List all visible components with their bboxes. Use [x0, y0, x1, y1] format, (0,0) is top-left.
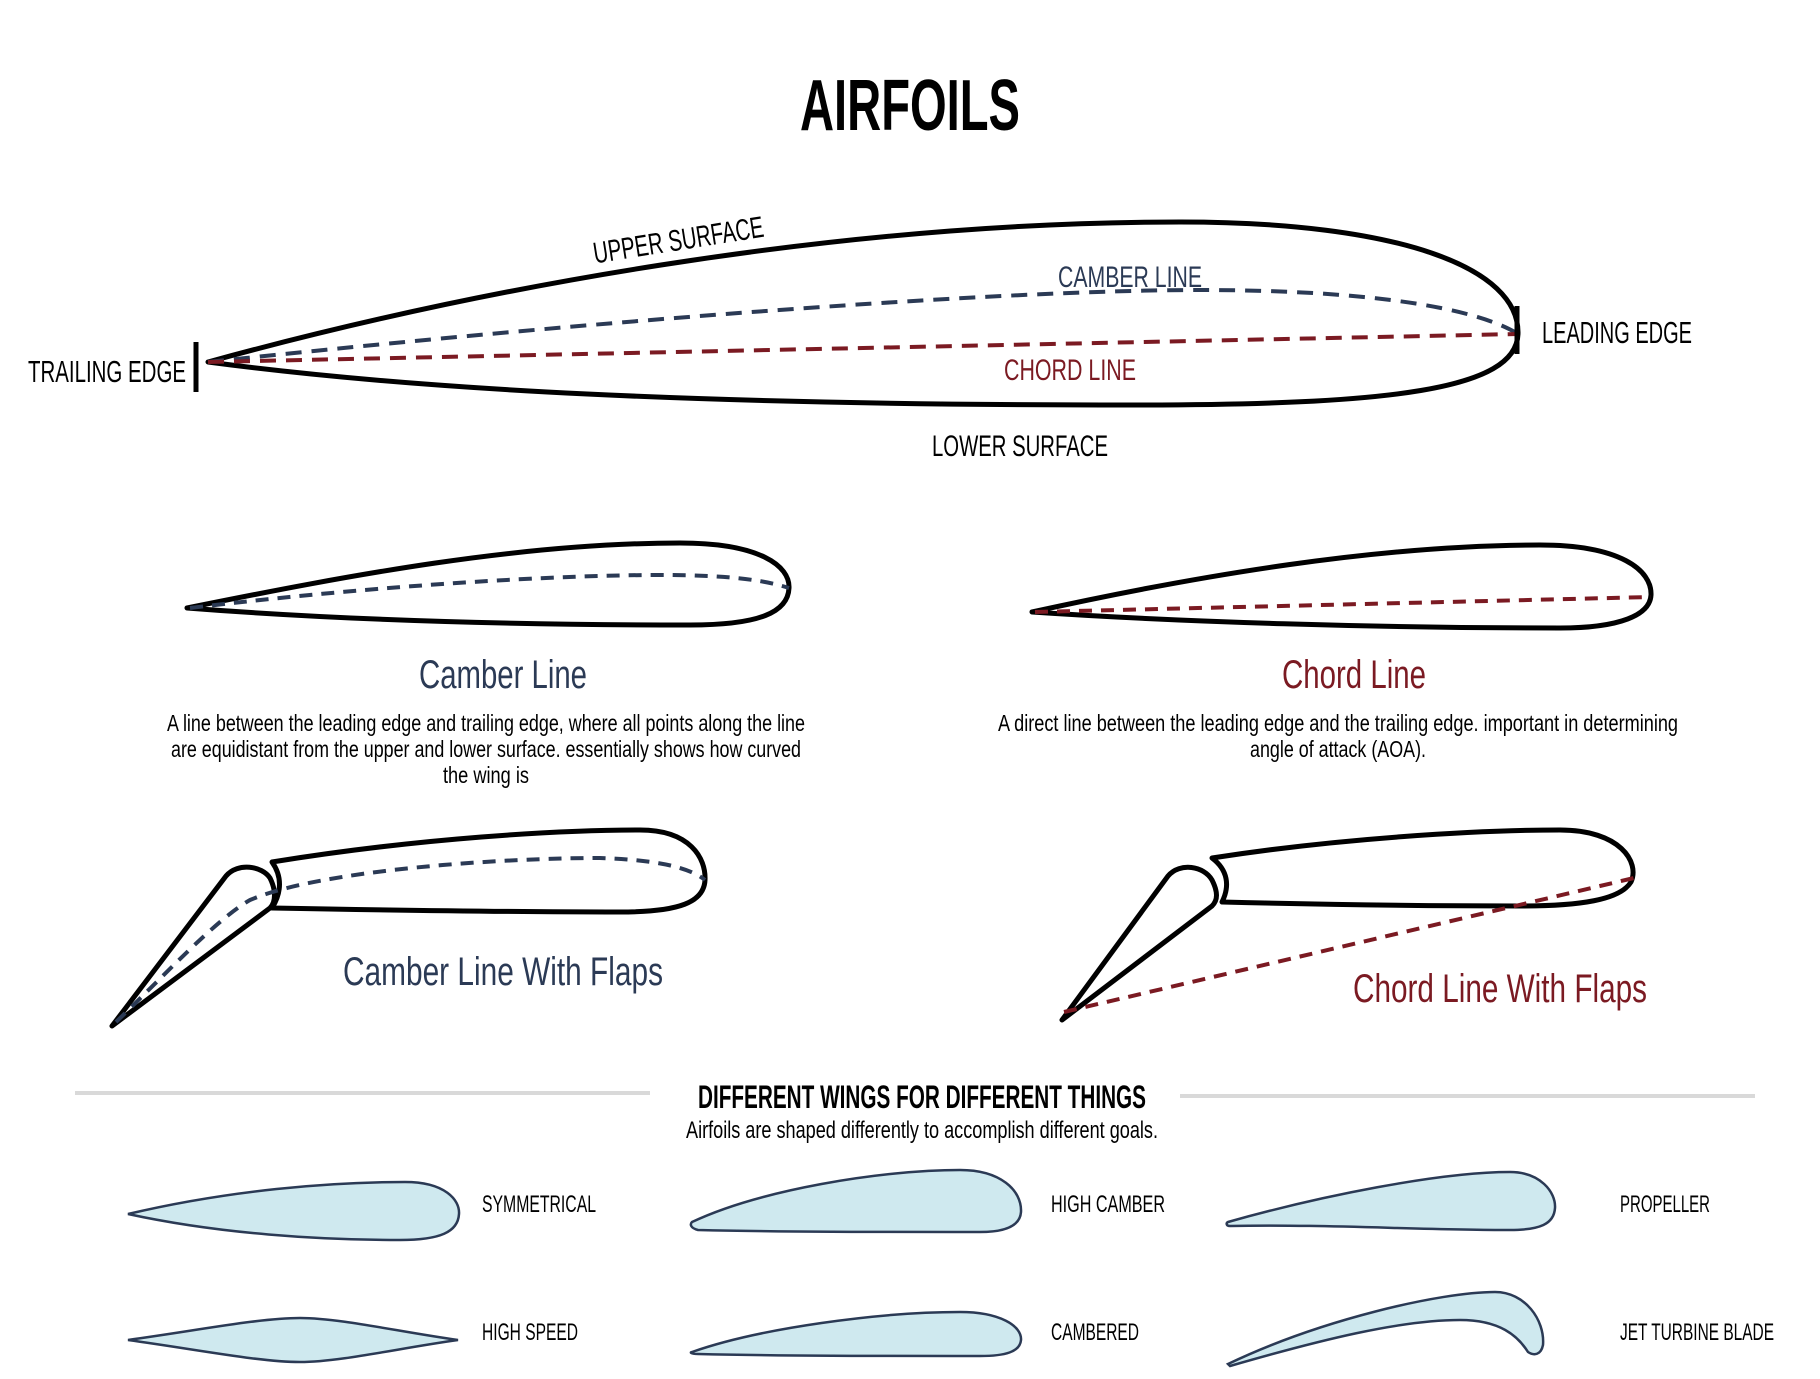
camber-panel-desc-1: A line between the leading edge and trai… [167, 710, 805, 736]
trailing-edge-label: TRAILING EDGE [28, 354, 186, 389]
high-camber-airfoil-icon [689, 1168, 1023, 1234]
camber-flaps-title: Camber Line With Flaps [343, 950, 663, 994]
camber-flaps-dashed-line [114, 855, 707, 1024]
chord-panel-title: Chord Line [1282, 653, 1426, 697]
camber-line-label: CAMBER LINE [1058, 261, 1202, 294]
wing-type-label-jet-turbine-blade: JET TURBINE BLADE [1620, 1319, 1774, 1346]
leading-edge-label: LEADING EDGE [1542, 315, 1692, 350]
chord-flaps-main-wing [1209, 827, 1636, 909]
cambered-airfoil-icon [689, 1310, 1023, 1358]
page-title: AIRFOILS [800, 66, 1020, 146]
wing-type-label-cambered: CAMBERED [1051, 1319, 1139, 1346]
camber-panel-airfoil [184, 540, 792, 628]
camber-flaps-main-wing [269, 827, 708, 915]
wing-type-label-high-speed: HIGH SPEED [482, 1319, 578, 1346]
main-chord-line [207, 332, 1519, 364]
chord-line-panel: Chord Line A direct line between the lea… [998, 542, 1678, 762]
chord-flaps-flap [1059, 864, 1219, 1023]
wing-type-label-symmetrical: SYMMETRICAL [482, 1191, 596, 1218]
chord-panel-desc-2: angle of attack (AOA). [1250, 736, 1426, 762]
chord-panel-dashed-line [1034, 595, 1652, 614]
chord-panel-desc-1: A direct line between the leading edge a… [998, 710, 1678, 736]
chord-flaps-title: Chord Line With Flaps [1353, 967, 1647, 1011]
main-airfoil-outline [205, 219, 1521, 408]
chord-panel-airfoil [1029, 542, 1654, 631]
camber-flaps-flap [109, 864, 277, 1029]
main-camber-line [207, 287, 1520, 364]
jet-turbine-blade-icon [1225, 1290, 1545, 1368]
chord-flaps-panel: Chord Line With Flaps [1059, 827, 1647, 1023]
chord-flaps-dashed-line [1063, 876, 1635, 1014]
camber-panel-desc-2: are equidistant from the upper and lower… [171, 736, 801, 762]
section-heading: DIFFERENT WINGS FOR DIFFERENT THINGS [698, 1079, 1146, 1115]
chord-line-label: CHORD LINE [1004, 354, 1136, 387]
camber-panel-dashed-line [189, 572, 790, 610]
propeller-airfoil-icon [1225, 1170, 1557, 1232]
wing-type-label-high-camber: HIGH CAMBER [1051, 1191, 1165, 1218]
main-airfoil-diagram: UPPER SURFACE CAMBER LINE CHORD LINE LOW… [28, 211, 1692, 463]
camber-line-panel: Camber Line A line between the leading e… [167, 540, 805, 788]
camber-panel-desc-3: the wing is [443, 762, 529, 788]
camber-panel-title: Camber Line [419, 653, 587, 697]
wing-types-section: DIFFERENT WINGS FOR DIFFERENT THINGS Air… [75, 1079, 1774, 1368]
wing-type-label-propeller: PROPELLER [1620, 1191, 1710, 1218]
symmetrical-airfoil-icon [127, 1180, 461, 1242]
lower-surface-label: LOWER SURFACE [932, 430, 1108, 463]
section-subheading: Airfoils are shaped differently to accom… [686, 1117, 1158, 1144]
camber-flaps-panel: Camber Line With Flaps [109, 827, 708, 1029]
high-speed-airfoil-icon [127, 1316, 459, 1364]
